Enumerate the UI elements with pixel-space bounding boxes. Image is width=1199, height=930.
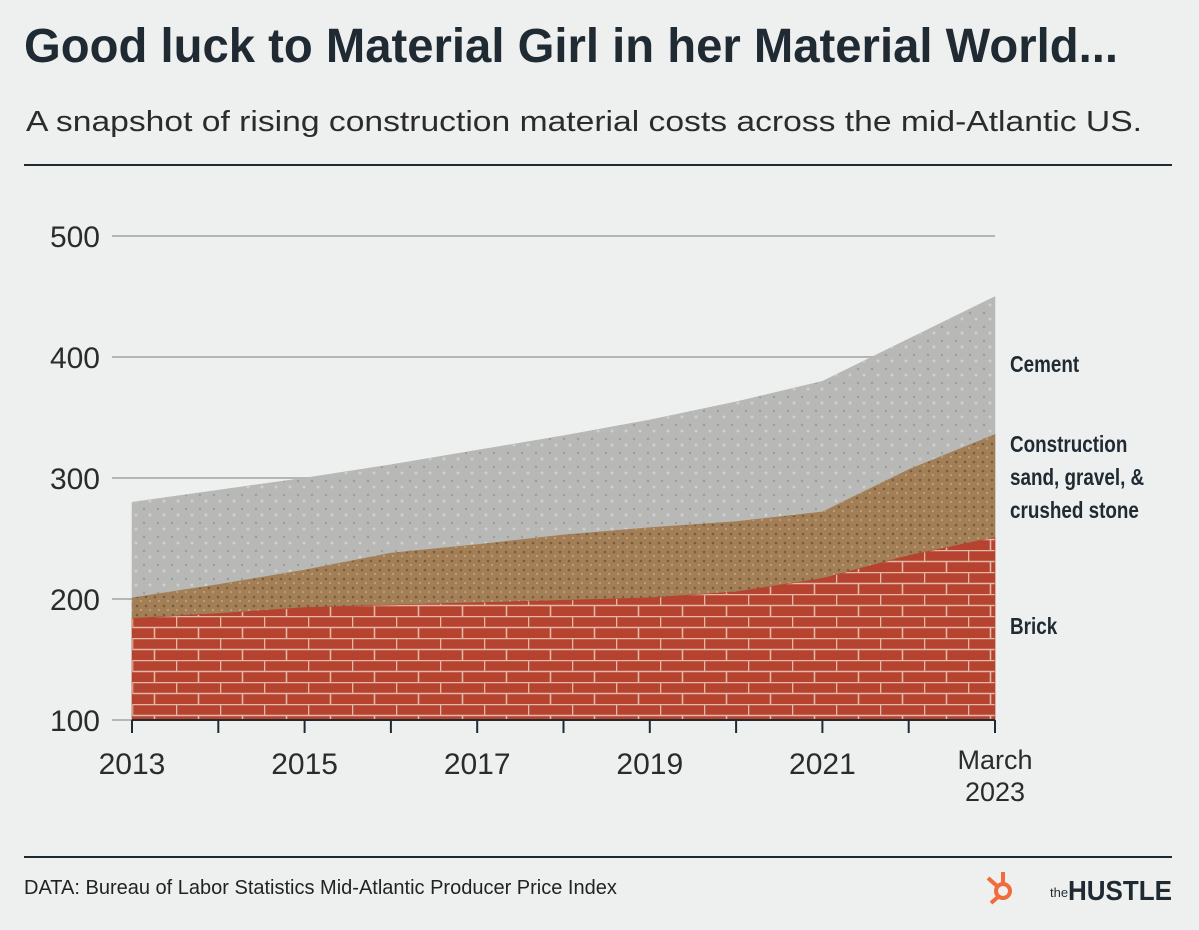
x-tick-label: March 2023 [957, 745, 1033, 807]
brand-name: HUSTLE [1068, 875, 1172, 906]
series-label-text: Brick [1010, 613, 1058, 639]
y-tick-label: 200 [50, 584, 100, 617]
source: DATA: Bureau of Labor Statistics Mid-Atl… [24, 877, 617, 899]
chart-title: Good luck to Material Girl in her Materi… [24, 20, 1118, 73]
chart-subtitle: A snapshot of rising construction materi… [26, 106, 1142, 138]
x-tick-label: 2019 [616, 748, 683, 781]
x-tick-label: 2015 [271, 748, 338, 781]
series-label: Cement [1010, 351, 1080, 377]
x-tick-label: 2013 [99, 748, 166, 781]
y-tick-label: 300 [50, 463, 100, 496]
y-tick-label: 500 [50, 221, 100, 254]
series-label-text: Construction sand, gravel, & crushed sto… [1010, 431, 1145, 523]
series-label: Brick [1010, 613, 1058, 639]
y-tick-label: 400 [50, 342, 100, 375]
area [131, 536, 996, 721]
x-tick-label: 2021 [789, 748, 856, 781]
brand-pre: the [1050, 885, 1068, 900]
logo-icon [986, 872, 1012, 905]
y-tick-label: 100 [50, 705, 100, 738]
x-tick-label-text: March 2023 [957, 745, 1033, 807]
series-label: Construction sand, gravel, & crushed sto… [1010, 431, 1145, 523]
x-tick-label: 2017 [444, 748, 511, 781]
series-label-text: Cement [1010, 351, 1080, 377]
